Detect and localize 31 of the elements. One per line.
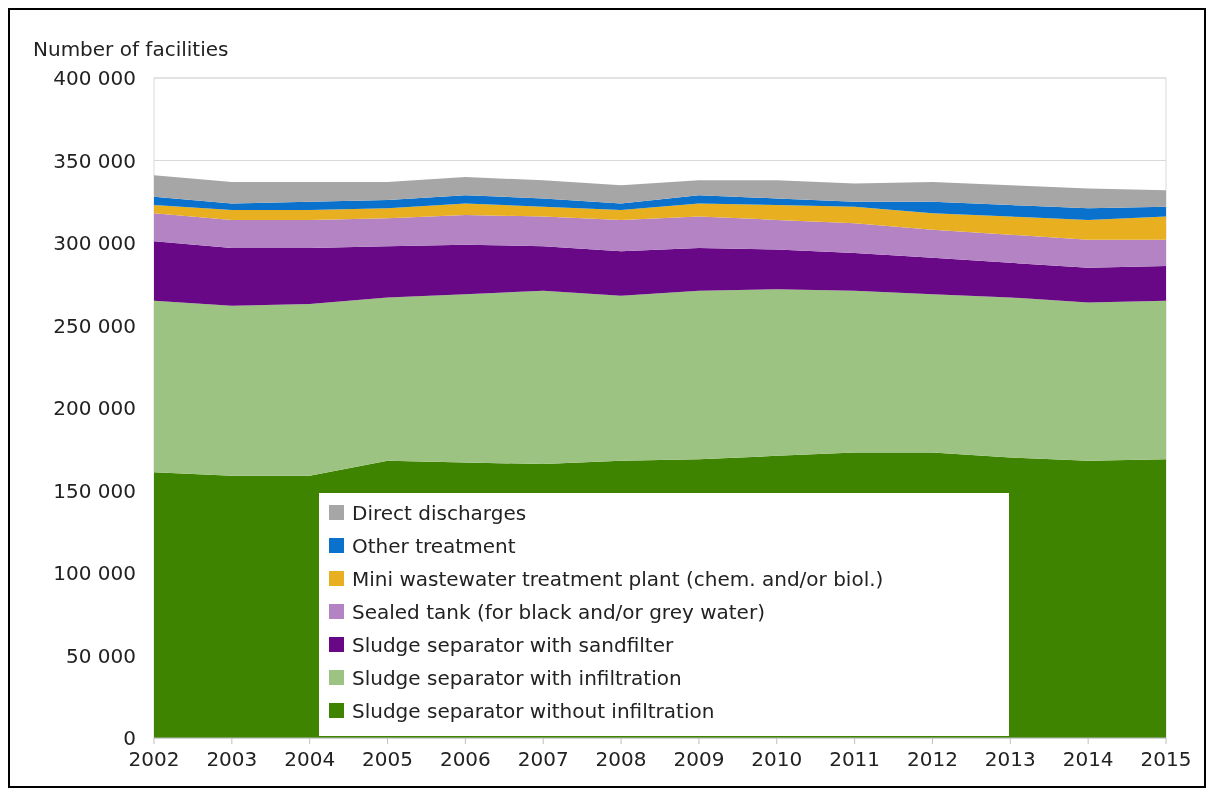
x-tick-label: 2009: [673, 747, 725, 771]
y-tick-label: 0: [123, 726, 136, 750]
y-tick-label: 50 000: [66, 643, 136, 668]
x-tick-label: 2004: [284, 747, 336, 771]
x-tick-label: 2013: [984, 747, 1036, 771]
x-tick-label: 2014: [1062, 747, 1114, 771]
x-tick-label: 2012: [907, 747, 958, 771]
y-tick-label: 150 000: [53, 478, 136, 503]
x-tick-label: 2005: [362, 747, 413, 771]
x-tick-label: 2007: [517, 747, 569, 771]
x-tick-label: 2010: [751, 747, 803, 771]
y-tick-label: 400 000: [53, 66, 136, 90]
x-tick-label: 2008: [595, 747, 647, 771]
y-tick-label: 250 000: [53, 313, 136, 338]
y-tick-label: 100 000: [53, 561, 136, 585]
x-tick-label: 2011: [829, 747, 881, 771]
legend-label: Sludge separator with infiltration: [352, 666, 682, 690]
x-tick-label: 2002: [128, 747, 180, 771]
y-tick-label: 200 000: [53, 396, 136, 420]
legend-label: Mini wastewater treatment plant (chem. and/or biol.): [352, 567, 884, 591]
x-tick-label: 2003: [206, 747, 258, 771]
legend-label: Sludge separator with sandfilter: [352, 633, 674, 657]
y-tick-label: 300 000: [53, 231, 136, 255]
legend-label: Other treatment: [352, 534, 516, 558]
legend-label: Sludge separator without infiltration: [352, 699, 715, 723]
x-tick-label: 2015: [1140, 747, 1192, 771]
y-axis-title: Number of facilities: [33, 37, 229, 61]
legend-label: Direct discharges: [352, 501, 527, 525]
x-tick-label: 2006: [439, 747, 491, 771]
legend-label: Sealed tank (for black and/or grey water): [352, 600, 765, 624]
y-tick-label: 350 000: [53, 148, 136, 173]
